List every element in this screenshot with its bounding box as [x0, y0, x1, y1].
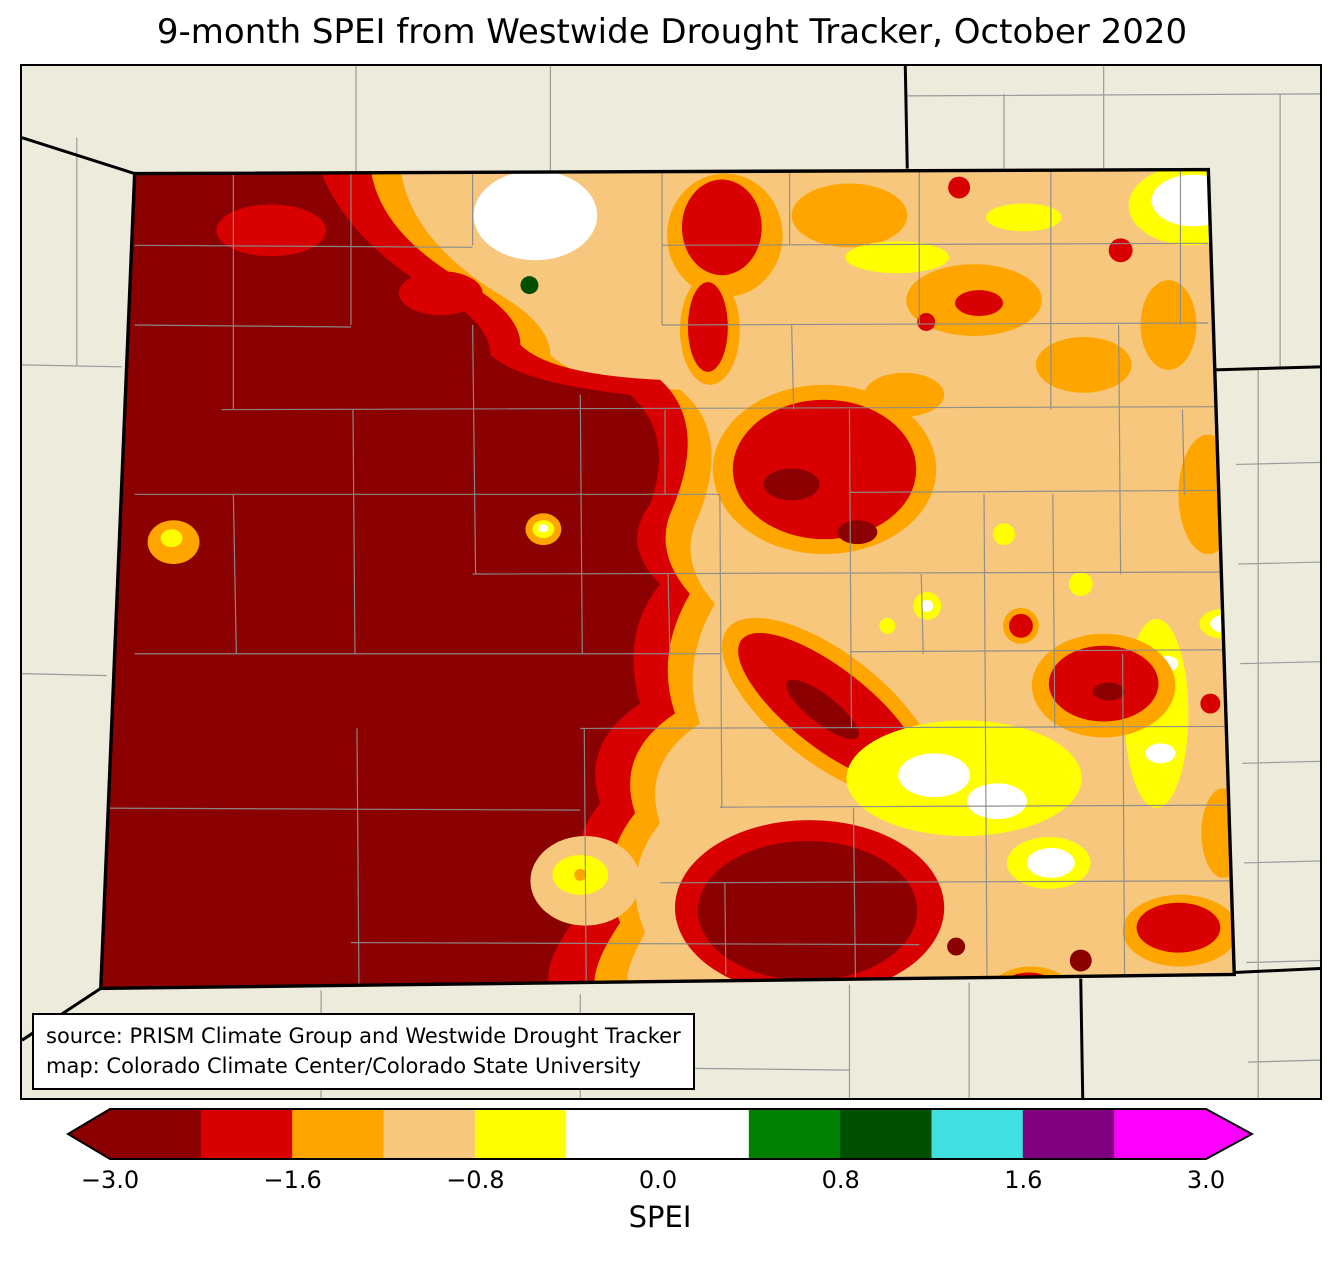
- colorbar-tick-label: −0.8: [446, 1166, 505, 1194]
- north-wet-blob: [473, 170, 598, 261]
- colorbar-axis-label: SPEI: [628, 1200, 692, 1234]
- colorbar-tick-label: 0.0: [638, 1166, 678, 1194]
- colorbar-segment: [566, 1109, 750, 1159]
- colorbar-segment: [474, 1109, 568, 1159]
- east-white-dot: [1145, 743, 1176, 764]
- map-credit-line: map: Colorado Climate Center/Colorado St…: [46, 1053, 641, 1078]
- ne-yellow-band: [845, 241, 950, 274]
- colorbar-tick-label: −1.6: [263, 1166, 322, 1194]
- east-yellow-dot: [1068, 572, 1093, 596]
- north-red-streak: [687, 282, 728, 372]
- colorbar-segment: [931, 1109, 1024, 1159]
- nw-red-patch: [216, 204, 327, 257]
- east-yellow-dot: [879, 617, 896, 634]
- colorbar-right-arrow: [1205, 1109, 1252, 1159]
- ne-red-dot: [948, 176, 971, 199]
- west-extreme-drought-core: [100, 172, 661, 989]
- neighbor-state-borders: [22, 66, 1320, 1098]
- east-edge-orange-band: [1201, 788, 1235, 878]
- east-red-blob: [1136, 902, 1221, 953]
- east-red-dot: [1200, 693, 1221, 714]
- colorbar-swatches: [66, 1108, 1254, 1160]
- ne-red-dot: [1108, 238, 1133, 263]
- source-line: source: PRISM Climate Group and Westwide…: [46, 1024, 681, 1049]
- colorbar-segment: [1114, 1109, 1207, 1159]
- south-maroon-blob: [697, 840, 918, 981]
- ne-orange-patch: [1035, 336, 1132, 393]
- ne-orange-patch: [1140, 280, 1197, 370]
- colorbar-ticks: −3.0 −1.6 −0.8 0.0 0.8 1.6 3.0: [66, 1160, 1254, 1196]
- colorbar-segment: [383, 1109, 476, 1159]
- green-wet-dot: [520, 276, 539, 295]
- east-maroon-dot: [1069, 949, 1092, 972]
- ne-corner-white: [1151, 174, 1235, 227]
- central-spot-core: [538, 524, 549, 533]
- colorbar-segment: [1022, 1109, 1116, 1159]
- east-maroon-dot: [1092, 682, 1125, 701]
- ne-orange-patch: [791, 183, 908, 248]
- nw-red-patch: [398, 271, 483, 316]
- central-east-maroon-core: [837, 520, 878, 545]
- map-axes: source: PRISM Climate Group and Westwide…: [20, 64, 1322, 1100]
- colorado-state-border: [98, 167, 1237, 991]
- east-white-core: [1026, 847, 1075, 878]
- colorbar: −3.0 −1.6 −0.8 0.0 0.8 1.6 3.0 SPEI: [66, 1108, 1254, 1234]
- colorado-spei-map: [22, 66, 1320, 1098]
- east-red-dot: [1008, 613, 1033, 638]
- ne-yellow-band: [986, 203, 1062, 232]
- source-attribution-box: source: PRISM Climate Group and Westwide…: [32, 1013, 695, 1090]
- north-red-blob: [681, 179, 762, 276]
- colorbar-left-arrow: [68, 1109, 111, 1159]
- south-window-dot: [574, 868, 587, 881]
- east-white-dot: [921, 599, 934, 612]
- figure-title: 9-month SPEI from Westwide Drought Track…: [156, 12, 1188, 52]
- colorbar-outline: [66, 1108, 1254, 1160]
- colorbar-segment: [748, 1109, 842, 1159]
- colorbar-segment: [200, 1109, 294, 1159]
- colorado-county-lines: [101, 169, 1234, 989]
- east-edge-orange-band: [1178, 434, 1235, 555]
- colorbar-tick-label: −3.0: [80, 1166, 140, 1194]
- spei-field: [100, 169, 1235, 989]
- east-white-core: [967, 783, 1027, 820]
- east-yellow-dot: [993, 523, 1015, 546]
- colorbar-tick-label: 0.8: [821, 1166, 860, 1194]
- central-east-maroon-core: [763, 468, 820, 501]
- east-maroon-dot: [947, 937, 966, 956]
- ne-red-core: [955, 290, 1003, 317]
- ne-red-dot: [917, 313, 936, 331]
- colorbar-segment: [292, 1109, 385, 1159]
- east-white-core: [898, 753, 971, 798]
- west-edge-wet-spot-core: [160, 529, 183, 548]
- se-band-maroon-core: [786, 679, 859, 740]
- colorbar-segment: [840, 1109, 933, 1159]
- colorbar-tick-label: 1.6: [1004, 1166, 1043, 1194]
- colorbar-segment: [109, 1109, 202, 1159]
- colorbar-tick-label: 3.0: [1186, 1166, 1226, 1194]
- central-east-red-zone: [732, 399, 917, 540]
